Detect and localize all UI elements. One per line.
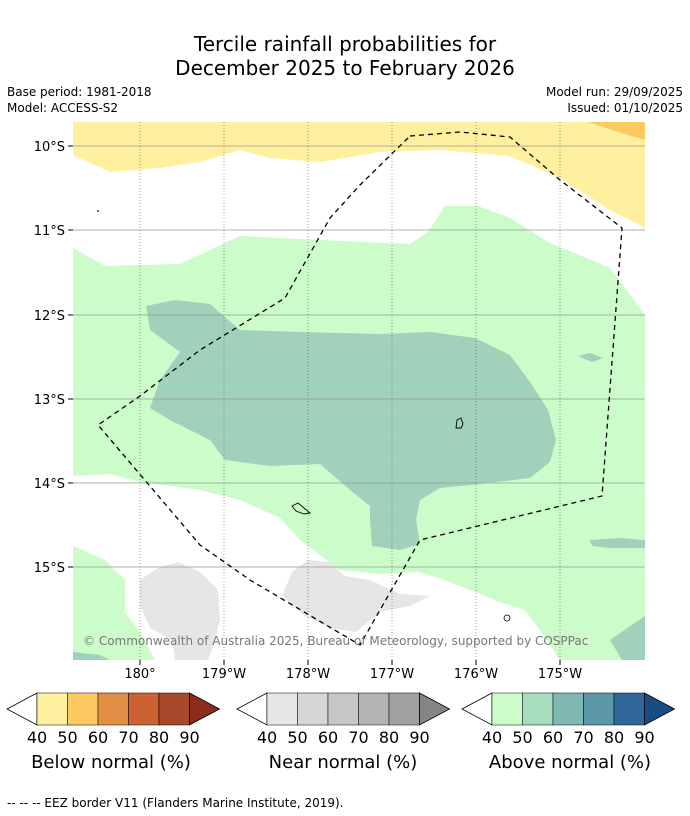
legend-tick-label: 40 <box>26 728 48 747</box>
legend-color-swatch <box>552 692 584 726</box>
legend-low-arrow <box>6 692 38 726</box>
island-outline-tiny <box>503 614 511 622</box>
legend-color-swatch <box>327 692 359 726</box>
legend-below-normal <box>6 692 221 726</box>
legend-tick-label: 80 <box>378 728 400 747</box>
legend-tick-label: 70 <box>573 728 594 747</box>
legend-tick-label: 80 <box>603 728 625 747</box>
lat-label: 10°S <box>34 140 65 155</box>
base-period: Base period: 1981-2018 <box>7 85 152 99</box>
above-normal-40-region-sw <box>73 546 155 660</box>
model-run: Model run: 29/09/2025 <box>545 85 683 99</box>
legend-color-swatch <box>67 692 99 726</box>
lat-label: 13°S <box>34 393 65 408</box>
legend-color-swatch <box>358 692 390 726</box>
title-line-1: Tercile rainfall probabilities for <box>193 32 497 56</box>
eez-footnote: -- -- -- EEZ border V11 (Flanders Marine… <box>7 796 344 810</box>
lat-label: 11°S <box>34 224 65 239</box>
legend-high-arrow <box>189 692 221 726</box>
legend-tick-label: 90 <box>179 728 200 747</box>
lon-ticks <box>139 660 561 665</box>
lon-label: 175°W <box>538 667 582 682</box>
legend-above-normal <box>461 692 676 726</box>
near-normal-40-region-center <box>282 560 430 632</box>
model-name: Model: ACCESS-S2 <box>7 101 119 115</box>
above-normal-50-region-se-corner <box>610 616 645 660</box>
island-outline <box>455 417 464 429</box>
copyright-text: © Commonwealth of Australia 2025, Bureau… <box>83 634 588 648</box>
legend-color-swatch <box>583 692 615 726</box>
lat-label: 14°S <box>34 477 65 492</box>
title-line-2: December 2025 to February 2026 <box>175 56 515 80</box>
legend-low-arrow <box>236 692 268 726</box>
legend-color-swatch <box>388 692 420 726</box>
legend-tick-label: 90 <box>634 728 655 747</box>
lat-ticks <box>68 145 73 568</box>
above-normal-50-region-se <box>590 538 645 548</box>
legend-low-arrow <box>461 692 493 726</box>
legend-high-arrow <box>419 692 451 726</box>
legend-tick-label: 60 <box>317 728 339 747</box>
legend-color-swatch <box>613 692 645 726</box>
legend-color-swatch <box>128 692 160 726</box>
chart-title: Tercile rainfall probabilities for Decem… <box>0 32 690 80</box>
lon-label: 180° <box>124 667 155 682</box>
legend-tick-label: 50 <box>287 728 308 747</box>
lat-label: 12°S <box>34 309 65 324</box>
legend-tick-label: 90 <box>409 728 430 747</box>
legend-tick-label: 50 <box>512 728 533 747</box>
legend-near-caption: Near normal (%) <box>268 752 418 773</box>
legend-color-swatch <box>266 692 298 726</box>
legend-tick-label: 70 <box>348 728 369 747</box>
legend-near-normal <box>236 692 451 726</box>
eez-border <box>97 131 623 646</box>
latitude-gridlines <box>73 145 645 568</box>
legend-above-caption: Above normal (%) <box>488 752 652 773</box>
lon-label: 176°W <box>454 667 498 682</box>
above-normal-50-region-sw <box>73 652 110 660</box>
island-dot <box>97 210 99 212</box>
legend-high-arrow <box>644 692 676 726</box>
legend-color-swatch <box>297 692 329 726</box>
legend-tick-label: 70 <box>118 728 139 747</box>
lat-label: 15°S <box>34 561 65 576</box>
legend-color-swatch <box>522 692 554 726</box>
legend-tick-label: 60 <box>87 728 109 747</box>
legend-tick-label: 60 <box>542 728 564 747</box>
above-normal-50-region-east <box>578 353 603 362</box>
legend-tick-label: 40 <box>256 728 278 747</box>
legend-color-swatch <box>36 692 68 726</box>
legend-tick-label: 40 <box>481 728 503 747</box>
lon-label: 178°W <box>286 667 330 682</box>
issued-date: Issued: 01/10/2025 <box>567 101 683 115</box>
near-normal-40-region-west <box>140 562 220 660</box>
lon-label: 179°W <box>202 667 246 682</box>
island-outline-small <box>291 502 312 515</box>
legend-below-caption: Below normal (%) <box>31 752 191 773</box>
legend-color-swatch <box>158 692 190 726</box>
lon-label: 177°W <box>370 667 414 682</box>
below-normal-50-region <box>588 122 645 140</box>
below-normal-40-region <box>73 122 645 228</box>
legend-tick-label: 50 <box>57 728 78 747</box>
legend-tick-label: 80 <box>148 728 170 747</box>
legend-color-swatch <box>97 692 129 726</box>
above-normal-50-region <box>146 300 556 550</box>
legend-color-swatch <box>491 692 523 726</box>
